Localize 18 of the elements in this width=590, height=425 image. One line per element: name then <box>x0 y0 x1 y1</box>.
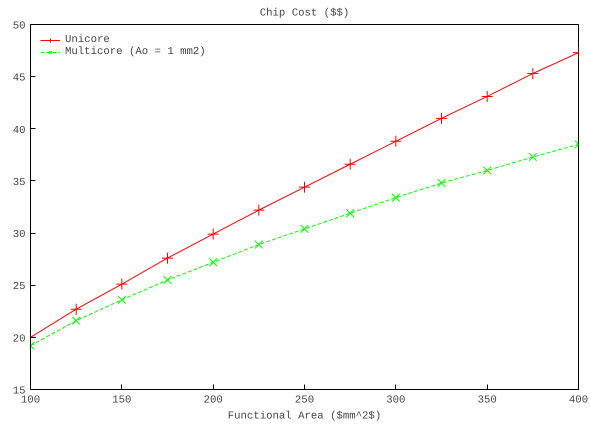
y-tick-label: 20 <box>12 333 26 346</box>
legend-label: Multicore (Ao = 1 mm2) <box>65 46 206 58</box>
y-tick-label: 25 <box>12 281 26 294</box>
x-tick-label: 350 <box>478 394 497 406</box>
legend-label: Unicore <box>65 34 110 46</box>
chart-title: Chip Cost ($$) <box>260 8 350 20</box>
y-tick-label: 40 <box>12 124 26 137</box>
y-tick-label: 30 <box>12 229 26 242</box>
x-tick-label: 250 <box>294 394 314 406</box>
x-tick-label: 400 <box>568 394 588 406</box>
y-tick-label: 35 <box>12 176 26 189</box>
x-tick-label: 200 <box>204 394 223 406</box>
x-tick-label: 100 <box>20 394 40 406</box>
x-tick-label: 150 <box>112 394 132 406</box>
x-tick-label: 300 <box>386 394 406 406</box>
y-tick-label: 50 <box>12 20 26 32</box>
y-tick-label: 45 <box>12 72 26 85</box>
x-axis-title: Functional Area ($mm^2$) <box>228 410 382 422</box>
